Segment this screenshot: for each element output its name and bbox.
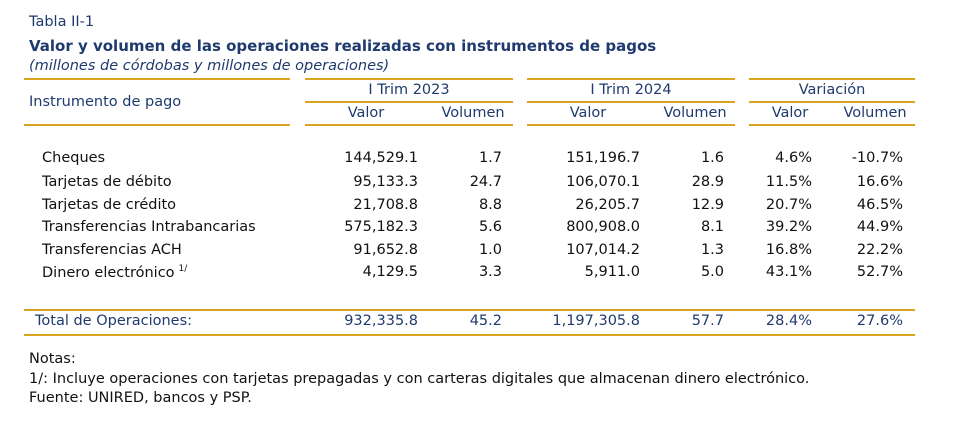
header-rule-2023 — [305, 124, 513, 126]
cell-volumen-2024: 1.6 — [700, 150, 724, 166]
table-label: Tabla II-1 — [29, 14, 95, 30]
row-name: Cheques — [42, 150, 106, 166]
group-header-2024: I Trim 2024 — [590, 82, 672, 98]
group-header-2023: I Trim 2023 — [368, 82, 450, 98]
subcol-volumen-2023: Volumen — [441, 105, 505, 121]
group-rule-2023 — [305, 101, 513, 103]
cell-valor-2024: 151,196.7 — [566, 150, 640, 166]
row-name: Transferencias Intrabancarias — [42, 219, 256, 235]
cell-var-volumen: 44.9% — [856, 219, 903, 235]
subcol-valor-2023: Valor — [347, 105, 385, 121]
group-header-variacion: Variación — [798, 82, 866, 98]
table-row: Transferencias ACH 91,652.8 1.0 107,014.… — [0, 242, 962, 262]
cell-volumen-2024: 12.9 — [691, 197, 724, 213]
total-volumen-2024: 57.7 — [691, 313, 724, 329]
top-rule-left — [24, 78, 290, 80]
row-name: Tarjetas de crédito — [42, 197, 177, 213]
table-row: Transferencias Intrabancarias 575,182.3 … — [0, 219, 962, 239]
table-row: Cheques 144,529.1 1.7 151,196.7 1.6 4.6%… — [0, 150, 962, 170]
cell-volumen-2024: 8.1 — [700, 219, 724, 235]
cell-var-valor: 16.8% — [765, 242, 812, 258]
total-var-volumen: 27.6% — [856, 313, 903, 329]
row-header: Instrumento de pago — [29, 94, 182, 110]
cell-var-valor: 39.2% — [765, 219, 812, 235]
cell-volumen-2023: 8.8 — [478, 197, 502, 213]
cell-volumen-2024: 1.3 — [700, 242, 724, 258]
total-row: Total de Operaciones: 932,335.8 45.2 1,1… — [0, 313, 962, 333]
cell-var-volumen: 46.5% — [856, 197, 903, 213]
total-label: Total de Operaciones: — [35, 313, 193, 329]
total-var-valor: 28.4% — [765, 313, 812, 329]
total-top-rule — [24, 309, 915, 311]
cell-var-valor: 20.7% — [765, 197, 812, 213]
subcol-volumen-2024: Volumen — [663, 105, 727, 121]
cell-volumen-2023: 24.7 — [469, 174, 502, 190]
header-rule-2024 — [527, 124, 735, 126]
group-rule-2024 — [527, 101, 735, 103]
cell-var-volumen: -10.7% — [851, 150, 903, 166]
cell-valor-2023: 144,529.1 — [344, 150, 418, 166]
cell-valor-2023: 575,182.3 — [344, 219, 418, 235]
cell-var-valor: 4.6% — [775, 150, 812, 166]
total-volumen-2023: 45.2 — [469, 313, 502, 329]
row-name: Dinero electrónico 1/ — [42, 264, 187, 281]
subcol-valor-2024: Valor — [569, 105, 607, 121]
cell-volumen-2023: 1.0 — [478, 242, 502, 258]
total-valor-2024: 1,197,305.8 — [552, 313, 640, 329]
row-name-text: Dinero electrónico — [42, 265, 175, 281]
cell-valor-2024: 107,014.2 — [566, 242, 640, 258]
row-name: Transferencias ACH — [42, 242, 182, 258]
notes-source: Fuente: UNIRED, bancos y PSP. — [29, 390, 252, 406]
table-row: Tarjetas de débito 95,133.3 24.7 106,070… — [0, 174, 962, 194]
cell-var-volumen: 22.2% — [856, 242, 903, 258]
cell-valor-2023: 4,129.5 — [362, 264, 418, 280]
top-rule-2023 — [305, 78, 513, 80]
cell-var-volumen: 52.7% — [856, 264, 903, 280]
notes-footnote: 1/: Incluye operaciones con tarjetas pre… — [29, 371, 810, 387]
header-rule-left — [24, 124, 290, 126]
table-row: Tarjetas de crédito 21,708.8 8.8 26,205.… — [0, 197, 962, 217]
table-subtitle: (millones de córdobas y millones de oper… — [29, 58, 390, 74]
cell-valor-2024: 5,911.0 — [584, 264, 640, 280]
cell-volumen-2024: 28.9 — [691, 174, 724, 190]
header-rule-variacion — [749, 124, 915, 126]
subcol-valor-variacion: Valor — [771, 105, 809, 121]
table-title: Valor y volumen de las operaciones reali… — [29, 37, 657, 55]
cell-valor-2023: 95,133.3 — [353, 174, 418, 190]
row-name: Tarjetas de débito — [42, 174, 172, 190]
cell-var-valor: 11.5% — [765, 174, 812, 190]
cell-valor-2023: 91,652.8 — [353, 242, 418, 258]
table-row: Dinero electrónico 1/ 4,129.5 3.3 5,911.0… — [0, 264, 962, 284]
top-rule-variacion — [749, 78, 915, 80]
total-valor-2023: 932,335.8 — [344, 313, 418, 329]
cell-volumen-2023: 5.6 — [478, 219, 502, 235]
cell-var-volumen: 16.6% — [856, 174, 903, 190]
notes-heading: Notas: — [29, 351, 76, 367]
cell-volumen-2024: 5.0 — [700, 264, 724, 280]
cell-volumen-2023: 3.3 — [478, 264, 502, 280]
cell-var-valor: 43.1% — [765, 264, 812, 280]
cell-valor-2024: 26,205.7 — [575, 197, 640, 213]
cell-valor-2023: 21,708.8 — [353, 197, 418, 213]
total-bottom-rule — [24, 334, 915, 336]
footnote-marker: 1/ — [178, 264, 188, 274]
group-rule-variacion — [749, 101, 915, 103]
cell-valor-2024: 800,908.0 — [566, 219, 640, 235]
subcol-volumen-variacion: Volumen — [843, 105, 907, 121]
top-rule-2024 — [527, 78, 735, 80]
cell-volumen-2023: 1.7 — [478, 150, 502, 166]
cell-valor-2024: 106,070.1 — [566, 174, 640, 190]
